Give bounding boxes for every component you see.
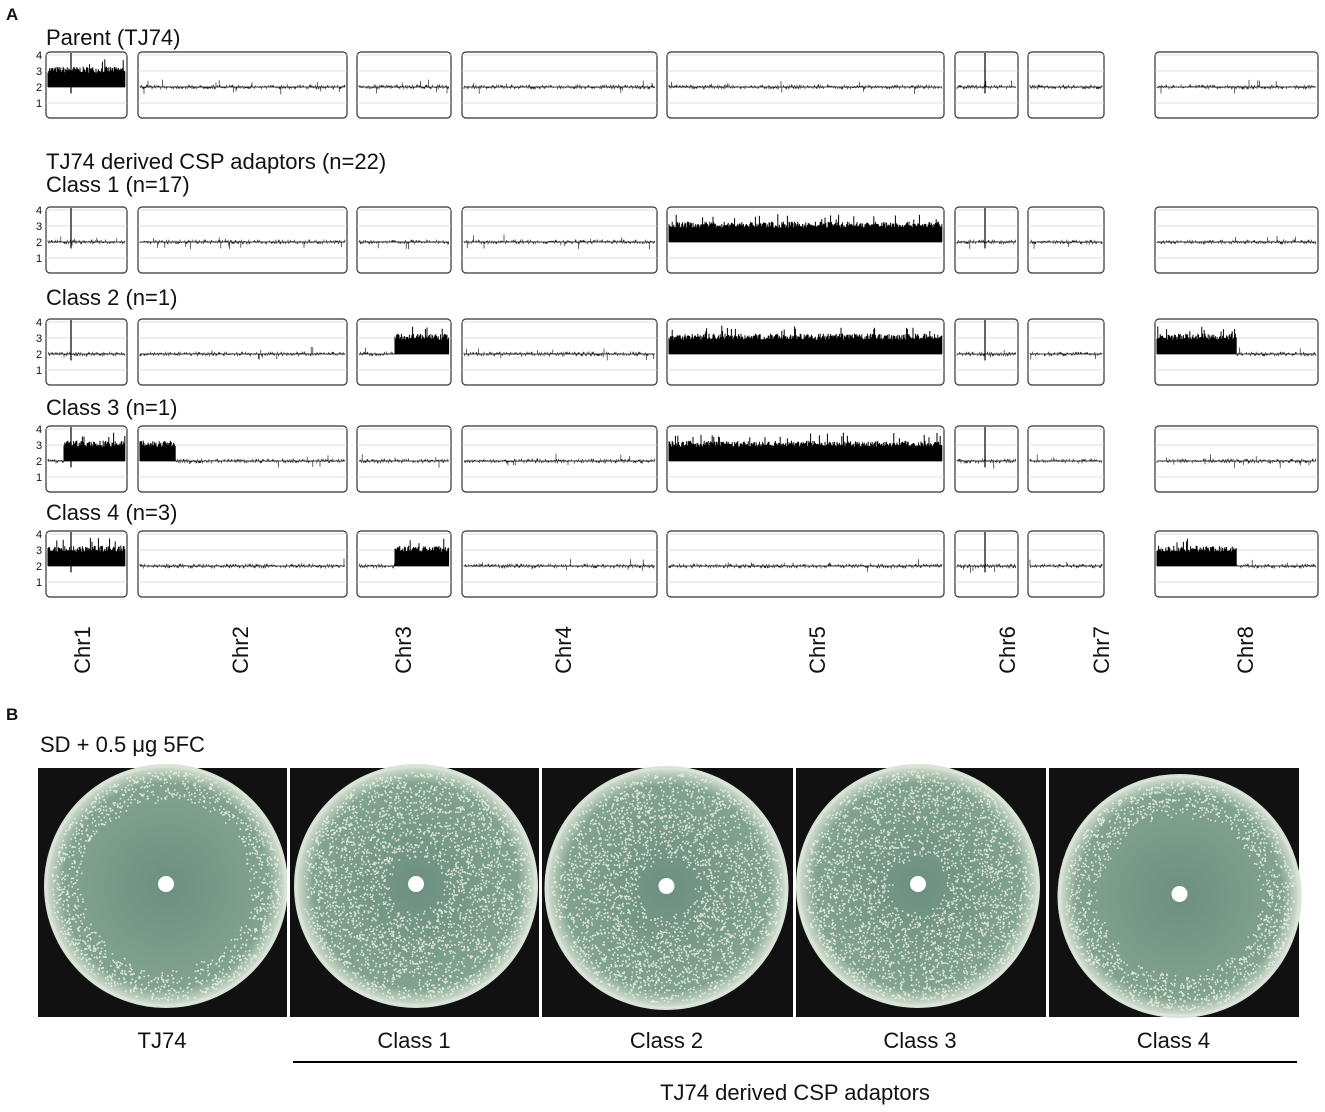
y-tick-label: 3 <box>36 333 42 345</box>
chromosome-box <box>954 206 1019 274</box>
plate-label: Class 4 <box>1137 1028 1210 1053</box>
chromosome-label: Chr4 <box>551 626 576 674</box>
amplified-signal <box>139 440 176 461</box>
photo-divider <box>287 768 290 1017</box>
y-tick-label: 4 <box>36 205 42 217</box>
disk <box>1171 886 1188 902</box>
amplified-signal <box>47 59 126 87</box>
row-title: Class 2 (n=1) <box>46 285 177 310</box>
chromosome-label: Chr6 <box>995 626 1020 674</box>
chromosome-box <box>954 51 1019 119</box>
chromosome-box <box>45 318 128 386</box>
y-tick-label: 2 <box>36 456 42 468</box>
amplified-signal <box>1156 326 1237 354</box>
chromosome-box <box>1154 206 1319 274</box>
y-tick-label: 4 <box>36 424 42 436</box>
y-tick-label: 1 <box>36 253 42 265</box>
colonies <box>551 773 783 1003</box>
colonies <box>1065 780 1295 1012</box>
chromosome-box <box>461 425 658 493</box>
row-title: Class 4 (n=3) <box>46 500 177 525</box>
photo-divider <box>1046 768 1049 1017</box>
disk <box>408 876 424 892</box>
chromosome-label: Chr3 <box>391 626 416 674</box>
chromosome-box <box>1027 51 1105 119</box>
panel-label: A <box>6 5 18 24</box>
chromosome-box <box>137 51 348 119</box>
plate-label: Class 3 <box>883 1028 956 1053</box>
colonies <box>51 770 283 1002</box>
chromosome-label: Chr1 <box>70 626 95 674</box>
y-tick-label: 3 <box>36 440 42 452</box>
chromosome-box <box>356 206 452 274</box>
amplified-signal <box>668 325 943 354</box>
plate-label: Class 2 <box>630 1028 703 1053</box>
y-tick-label: 2 <box>36 561 42 573</box>
chromosome-box <box>666 530 945 598</box>
chromosome-box <box>954 530 1019 598</box>
chromosome-box <box>1027 530 1105 598</box>
chromosome-box <box>954 425 1019 493</box>
photo-divider <box>793 768 796 1017</box>
y-tick-label: 1 <box>36 472 42 484</box>
amplified-signal <box>1156 538 1237 566</box>
y-tick-label: 3 <box>36 221 42 233</box>
y-tick-label: 3 <box>36 545 42 557</box>
chromosome-box <box>954 318 1019 386</box>
chromosome-box <box>1027 425 1105 493</box>
chromosome-box <box>45 206 128 274</box>
chromosome-box <box>137 206 348 274</box>
colonies <box>803 770 1034 1001</box>
y-tick-label: 2 <box>36 82 42 94</box>
chromosome-box <box>356 425 452 493</box>
plate-label: Class 1 <box>377 1028 450 1053</box>
chromosome-box <box>1154 425 1319 493</box>
amplified-signal <box>394 326 450 354</box>
y-tick-label: 4 <box>36 50 42 62</box>
chromosome-box <box>461 530 658 598</box>
chromosome-box <box>137 425 348 493</box>
condition: SD + 0.5 μg 5FC <box>40 732 205 757</box>
y-tick-label: 1 <box>36 98 42 110</box>
photo-divider <box>539 768 542 1017</box>
y-tick-label: 1 <box>36 577 42 589</box>
copy-number-signal <box>139 237 346 249</box>
chromosome-label: Chr8 <box>1233 626 1258 674</box>
chromosome-box <box>461 318 658 386</box>
panel-label: B <box>6 705 18 724</box>
y-tick-label: 1 <box>36 365 42 377</box>
disk <box>910 876 926 892</box>
disk <box>658 878 675 894</box>
row-title: Class 3 (n=1) <box>46 395 177 420</box>
y-tick-label: 3 <box>36 66 42 78</box>
disk <box>158 876 174 892</box>
y-tick-label: 4 <box>36 529 42 541</box>
y-tick-label: 2 <box>36 349 42 361</box>
chromosome-box <box>1027 206 1105 274</box>
row-title: Class 1 (n=17) <box>46 172 190 197</box>
chromosome-box <box>137 530 348 598</box>
row-title: Parent (TJ74) <box>46 25 181 50</box>
y-tick-label: 4 <box>36 317 42 329</box>
amplified-signal <box>394 538 450 566</box>
chromosome-box <box>356 51 452 119</box>
colonies <box>303 771 532 1001</box>
chromosome-label: Chr7 <box>1089 626 1114 674</box>
chromosome-box <box>461 206 658 274</box>
amplified-signal <box>668 214 943 242</box>
amplified-signal <box>47 537 126 566</box>
group-title: TJ74 derived CSP adaptors (n=22) <box>46 149 386 174</box>
y-tick-label: 2 <box>36 237 42 249</box>
chromosome-box <box>1154 51 1319 119</box>
chromosome-label: Chr2 <box>228 626 253 674</box>
amplified-signal <box>668 432 943 461</box>
chromosome-box <box>1027 318 1105 386</box>
chromosome-box <box>666 51 945 119</box>
group-label: TJ74 derived CSP adaptors <box>660 1080 930 1105</box>
plate-label: TJ74 <box>138 1028 187 1053</box>
chromosome-label: Chr5 <box>805 626 830 674</box>
